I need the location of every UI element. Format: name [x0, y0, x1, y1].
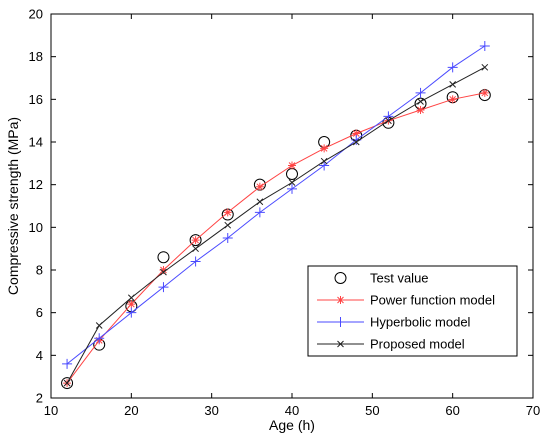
y-tick-label: 14 [29, 135, 43, 150]
data-point-x [127, 294, 135, 302]
data-point-x [95, 322, 103, 329]
data-point-circle [189, 234, 202, 247]
x-tick-label: 50 [365, 403, 379, 418]
data-point-asterisk [416, 106, 425, 114]
legend: Test value Power function model Hyperbolic… [307, 265, 518, 357]
legend-item: Test value [334, 271, 429, 286]
data-point-x [352, 138, 360, 146]
y-tick-label: 4 [36, 348, 43, 363]
data-point-asterisk [159, 266, 168, 274]
data-point-plus [254, 207, 265, 218]
x-tick-label: 60 [445, 403, 459, 418]
y-tick-label: 2 [36, 391, 43, 406]
legend-item: Proposed model [317, 337, 465, 352]
data-point-x [320, 157, 328, 165]
data-point-x [160, 268, 167, 276]
y-axis-label: Compressive strength (MPa) [5, 117, 21, 295]
x-tick-label: 10 [44, 403, 58, 418]
axis-ticks: 10 20 30 40 50 60 70 2 4 6 8 10 12 14 16 18 20 [29, 7, 541, 419]
data-point-circle [334, 272, 347, 284]
data-point-asterisk [127, 300, 136, 309]
x-tick-label: 40 [285, 403, 299, 418]
data-point-asterisk [352, 129, 361, 138]
series-line [66, 45, 486, 365]
y-tick-label: 12 [29, 177, 43, 192]
data-point-plus [222, 233, 233, 243]
data-point-x [481, 63, 489, 71]
series-layer [61, 41, 491, 390]
data-point-asterisk [336, 296, 345, 304]
data-point-x [417, 98, 424, 105]
y-tick-label: 20 [29, 7, 43, 22]
x-tick-label: 30 [204, 403, 218, 418]
data-point-plus [479, 41, 490, 51]
data-point-asterisk [223, 208, 232, 217]
y-tick-label: 10 [29, 220, 43, 235]
data-point-asterisk [191, 236, 200, 245]
legend-item: Power function model [317, 293, 495, 308]
data-point-asterisk [288, 161, 296, 170]
data-point-plus [62, 358, 73, 369]
data-point-plus [94, 333, 105, 344]
series-line [66, 66, 486, 384]
y-tick-label: 8 [36, 263, 43, 278]
data-point-plus [287, 183, 297, 194]
data-point-x [224, 221, 232, 229]
y-tick-label: 18 [29, 49, 43, 64]
series-proposed-model [63, 63, 489, 387]
legend-label: Power function model [370, 293, 495, 308]
data-point-circle [61, 377, 74, 390]
data-point-x [63, 379, 71, 387]
data-point-x [288, 179, 296, 186]
legend-label: Proposed model [370, 337, 465, 352]
legend-label: Hyperbolic model [370, 315, 471, 330]
data-point-asterisk [255, 182, 264, 191]
series-line [66, 92, 485, 384]
data-point-x [337, 340, 344, 348]
data-point-plus [126, 307, 137, 318]
data-point-plus [319, 160, 330, 171]
data-point-plus [383, 111, 394, 122]
legend-item: Hyperbolic model [317, 315, 471, 330]
data-point-plus [158, 282, 169, 293]
data-point-plus [415, 87, 426, 98]
data-point-x [192, 245, 199, 253]
data-point-x [449, 81, 457, 88]
y-tick-label: 6 [36, 305, 43, 320]
data-point-plus [190, 256, 201, 267]
x-tick-label: 20 [124, 403, 138, 418]
data-point-circle [157, 251, 170, 264]
data-point-plus [335, 317, 346, 327]
data-point-asterisk [480, 88, 489, 97]
x-tick-label: 70 [526, 403, 540, 418]
data-point-x [385, 117, 392, 125]
data-point-x [256, 198, 264, 206]
data-point-plus [447, 62, 458, 73]
data-point-asterisk [320, 144, 329, 153]
y-tick-label: 16 [29, 92, 43, 107]
x-axis-label: Age (h) [269, 417, 315, 433]
data-point-asterisk [448, 95, 457, 104]
legend-label: Test value [370, 271, 429, 286]
